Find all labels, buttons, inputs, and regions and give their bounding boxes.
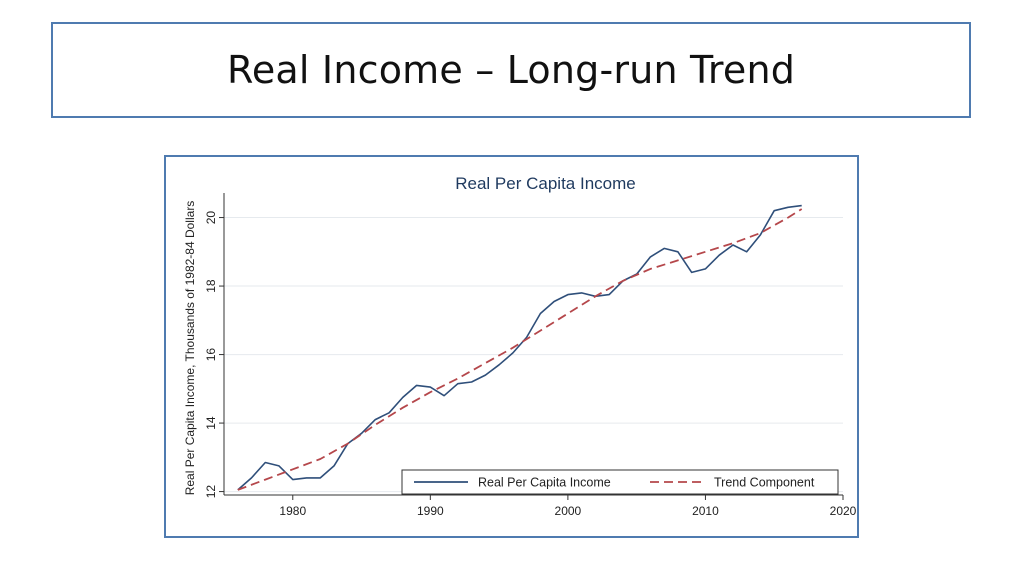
y-tick-label: 14 xyxy=(204,416,218,430)
legend-label-income: Real Per Capita Income xyxy=(478,476,611,490)
chart-title: Real Per Capita Income xyxy=(455,174,635,193)
line-chart: Real Per Capita Income 12 14 16 18 20 1980 1990… xyxy=(183,174,857,518)
slide-title-box: Real Income – Long-run Trend xyxy=(51,22,971,118)
x-tick-label: 2020 xyxy=(830,504,857,518)
slide-title: Real Income – Long-run Trend xyxy=(226,48,796,92)
trend-component-line xyxy=(237,208,803,491)
x-tick-label: 2000 xyxy=(555,504,582,518)
y-tick-label: 20 xyxy=(204,211,218,225)
real-income-line xyxy=(237,204,802,491)
x-tick-label: 1980 xyxy=(279,504,306,518)
y-tick-label: 16 xyxy=(204,348,218,362)
y-axis-label: Real Per Capita Income, Thousands of 198… xyxy=(183,201,197,496)
y-tick-label: 18 xyxy=(204,279,218,293)
legend-label-trend: Trend Component xyxy=(714,476,815,490)
legend-box xyxy=(401,469,839,495)
chart-frame: Real Per Capita Income 12 14 16 18 20 1980 1990… xyxy=(164,155,859,538)
x-tick-label: 2010 xyxy=(692,504,719,518)
x-tick-label: 1990 xyxy=(417,504,444,518)
y-tick-label: 12 xyxy=(204,485,218,499)
